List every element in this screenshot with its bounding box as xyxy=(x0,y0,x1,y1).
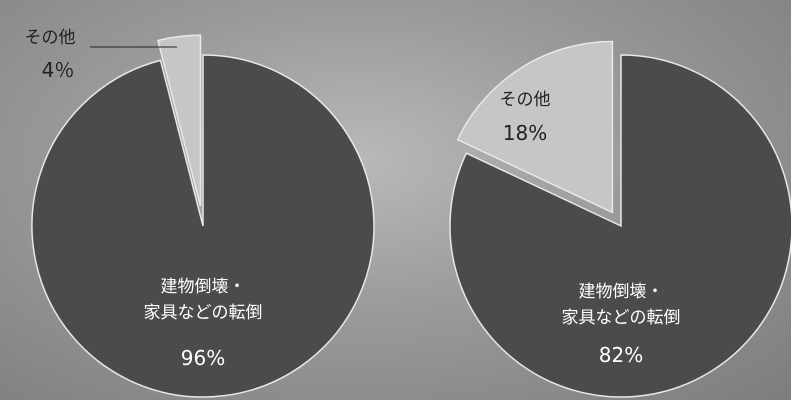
value-label: 96% xyxy=(180,346,226,370)
pie-slice xyxy=(157,34,202,207)
slice-label: その他 xyxy=(499,90,551,110)
slice-label: 建物倒壊・ 家具などの転倒 xyxy=(143,277,263,323)
value-label: 82% xyxy=(598,343,644,367)
value-label: 18% xyxy=(502,121,548,145)
slice-label: 建物倒壊・ 家具などの転倒 xyxy=(561,282,681,328)
pie-slice xyxy=(31,54,375,398)
value-label: 4％ xyxy=(41,58,75,82)
pie-slice xyxy=(456,40,614,214)
slice-label: その他 xyxy=(24,28,76,48)
pie-slice xyxy=(449,54,791,398)
